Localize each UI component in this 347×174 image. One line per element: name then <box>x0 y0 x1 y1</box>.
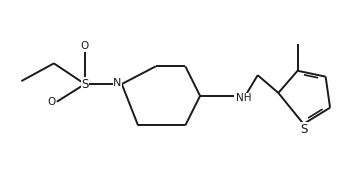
Text: O: O <box>81 41 89 51</box>
Text: N: N <box>113 78 121 88</box>
Text: O: O <box>48 97 56 107</box>
Text: NH: NH <box>236 93 252 103</box>
Text: S: S <box>300 123 307 136</box>
Text: S: S <box>81 78 88 90</box>
